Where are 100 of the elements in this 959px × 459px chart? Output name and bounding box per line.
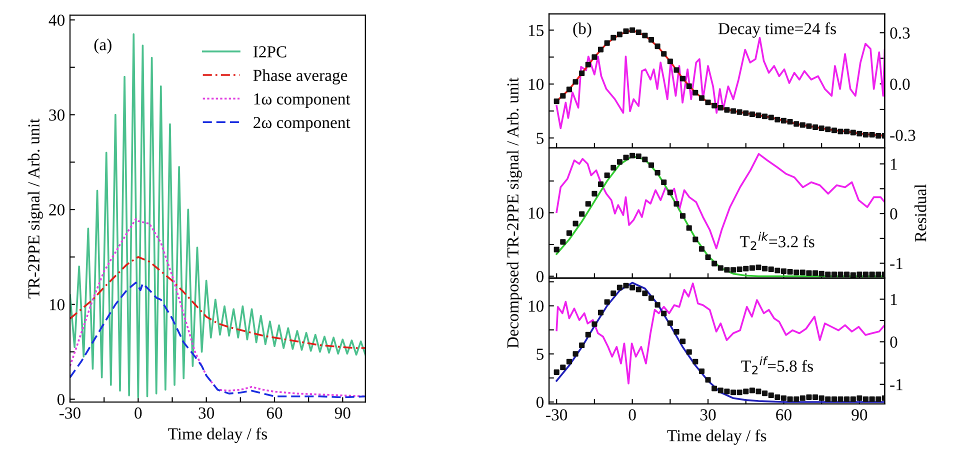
x-tick-label: 30 — [198, 407, 214, 419]
point — [800, 270, 806, 276]
legend-label: 2ω component — [254, 116, 350, 132]
point — [774, 394, 780, 400]
point — [856, 395, 862, 401]
y-tick-label: 0 — [57, 394, 65, 406]
point — [579, 211, 585, 217]
point — [856, 130, 862, 136]
point — [680, 76, 686, 82]
point — [736, 109, 742, 115]
point — [692, 358, 698, 364]
point — [736, 266, 742, 272]
point — [787, 119, 793, 125]
line-series — [556, 282, 885, 384]
point — [642, 290, 648, 296]
point — [818, 395, 824, 401]
point — [592, 321, 598, 327]
point — [604, 172, 610, 178]
x-axis-title: Time delay / fs — [667, 429, 766, 445]
point — [554, 98, 560, 104]
point — [648, 162, 654, 168]
point — [718, 265, 724, 271]
point — [712, 386, 718, 392]
point — [743, 110, 749, 116]
point — [730, 390, 736, 396]
point — [724, 388, 730, 394]
annotation: (b) — [573, 22, 592, 38]
point — [831, 272, 837, 278]
point — [566, 86, 572, 92]
point — [774, 268, 780, 274]
point — [718, 104, 724, 111]
point — [674, 201, 680, 207]
annotation: Decay time=24 fs — [718, 22, 836, 38]
point — [610, 164, 616, 170]
point — [850, 130, 856, 136]
point — [579, 70, 585, 76]
point — [698, 368, 704, 374]
point — [616, 284, 622, 290]
point — [630, 284, 636, 290]
point — [756, 264, 762, 270]
point — [648, 37, 654, 43]
line-series — [556, 282, 885, 403]
point — [674, 329, 680, 335]
point — [598, 310, 604, 316]
point — [705, 377, 711, 383]
y2-tick-label: -0.3 — [890, 130, 916, 142]
y2-tick-label: 0 — [890, 208, 898, 220]
point — [749, 265, 755, 271]
x-tick-label: 90 — [334, 407, 350, 419]
line-series — [70, 256, 366, 349]
y2-tick-label: -1 — [890, 379, 902, 390]
point — [705, 254, 711, 260]
legend-label: Phase average — [253, 69, 348, 84]
point — [654, 44, 660, 50]
point — [876, 396, 882, 402]
point — [636, 153, 642, 160]
y-tick-label: 20 — [49, 204, 65, 216]
x-axis-title: Time delay / fs — [168, 428, 268, 443]
legend-label: I2PC — [253, 46, 286, 58]
point — [604, 40, 610, 46]
point — [862, 272, 869, 278]
line-series — [556, 153, 885, 250]
x-tick-label: 0 — [134, 407, 142, 419]
point — [572, 220, 578, 226]
point — [780, 268, 787, 274]
point — [806, 270, 812, 276]
point — [598, 181, 604, 187]
point — [831, 128, 837, 134]
point — [818, 125, 824, 132]
point — [800, 395, 806, 401]
point — [554, 246, 560, 252]
point — [838, 128, 844, 134]
point — [566, 230, 572, 236]
y2-tick-label: 0 — [890, 336, 898, 348]
point — [762, 114, 768, 120]
point — [838, 396, 844, 402]
point — [818, 270, 824, 276]
point — [698, 95, 704, 101]
y-tick-label: 10 — [528, 78, 544, 90]
point — [692, 236, 698, 242]
point — [869, 272, 875, 278]
annotation: T$_{2}$$^{ik}$=3.2 fs — [740, 232, 814, 250]
point — [825, 126, 831, 132]
point — [610, 34, 616, 40]
y2-tick-label: 1 — [891, 294, 897, 305]
point — [616, 32, 622, 38]
x-tick-label: 0 — [628, 409, 636, 421]
point — [636, 286, 642, 292]
point — [774, 116, 780, 122]
x-tick-label: -30 — [60, 407, 80, 419]
point — [794, 121, 800, 127]
point — [592, 190, 598, 196]
annotation: T$_{2}$$^{if}$=5.8 fs — [741, 356, 813, 374]
y2-tick-label: 0.3 — [890, 27, 910, 39]
point — [876, 133, 882, 139]
point — [768, 114, 774, 120]
point — [616, 159, 622, 165]
point — [812, 394, 818, 400]
point — [756, 112, 762, 118]
point — [566, 358, 572, 364]
